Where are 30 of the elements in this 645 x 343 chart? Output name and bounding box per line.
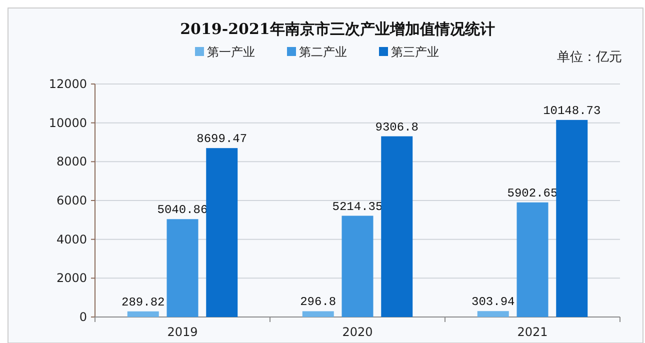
bar [342, 216, 374, 317]
bar [516, 202, 548, 317]
legend-label: 第一产业 [207, 45, 255, 59]
y-tick-label: 0 [79, 310, 87, 324]
data-label: 9306.8 [375, 120, 418, 134]
x-tick-label: 2021 [517, 325, 548, 339]
y-tick-label: 8000 [56, 154, 87, 169]
data-label: 289.82 [122, 295, 165, 310]
data-label: 8699.47 [196, 132, 248, 146]
legend-label: 第三产业 [391, 45, 439, 59]
bar [477, 311, 509, 317]
bar [127, 311, 159, 317]
bar [381, 136, 413, 317]
bar [166, 219, 198, 317]
y-tick-label: 2000 [56, 271, 87, 286]
y-tick-label: 4000 [56, 232, 87, 246]
bar [206, 148, 238, 317]
y-tick-label: 10000 [48, 116, 87, 130]
chart-title: 2019-2021年南京市三次产业增加值情况统计 [180, 20, 495, 38]
y-tick-label: 12000 [48, 77, 87, 91]
bar [302, 311, 334, 317]
x-tick-label: 2019 [167, 325, 198, 339]
data-label: 303.94 [472, 295, 515, 310]
x-tick-label: 2020 [342, 325, 373, 339]
legend-label: 第二产业 [299, 45, 347, 59]
y-tick-label: 6000 [56, 194, 87, 208]
data-label: 10148.73 [543, 104, 601, 118]
bar [556, 120, 588, 317]
text: 单位：亿元 [557, 50, 622, 65]
data-label: 296.8 [300, 295, 336, 310]
